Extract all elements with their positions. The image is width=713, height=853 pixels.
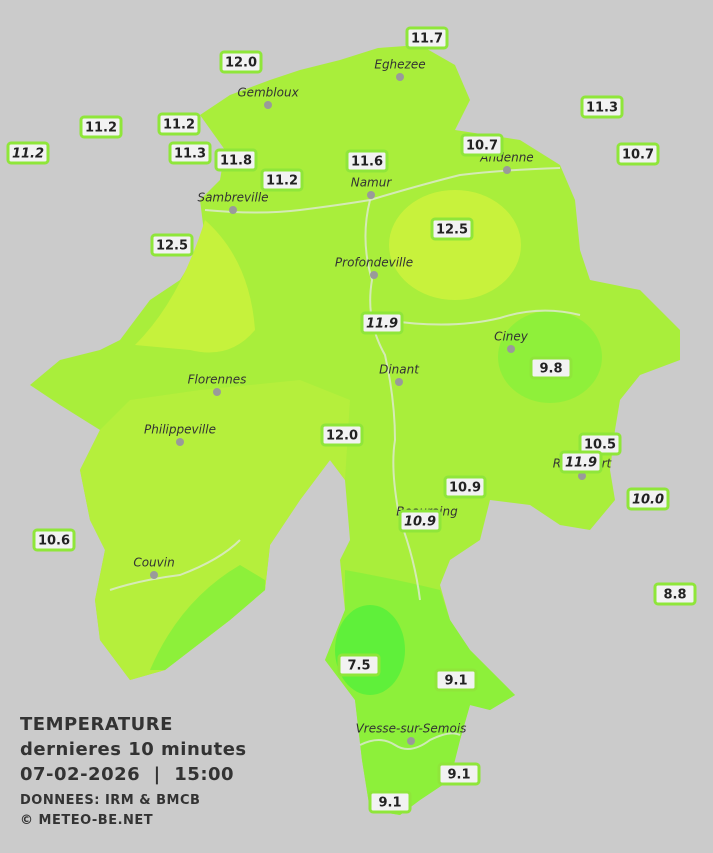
station-value: 11.2 — [163, 118, 195, 133]
station-box — [360, 311, 404, 335]
title-line: dernieres 10 minutes — [20, 739, 247, 760]
station-value: 11.2 — [266, 174, 298, 189]
station-value: 12.5 — [436, 223, 468, 238]
station-value: 12.5 — [156, 239, 188, 254]
station-box — [616, 142, 660, 166]
station-value: 7.5 — [347, 659, 370, 674]
city-dot — [503, 166, 511, 174]
zone-southwest — [150, 565, 265, 670]
station-value: 9.1 — [447, 768, 470, 783]
station-value: 11.8 — [220, 154, 252, 169]
station-value: 12.0 — [225, 56, 257, 71]
river — [204, 167, 561, 214]
river — [384, 309, 581, 326]
station-box — [529, 356, 573, 380]
city-dot — [507, 345, 515, 353]
station-box — [219, 50, 263, 74]
city-label: Profondeville — [335, 256, 413, 270]
city-label: Sambreville — [197, 191, 268, 205]
city-label: Vresse-sur-Semois — [356, 722, 467, 736]
city-label: Gembloux — [237, 86, 299, 100]
station-value: 11.3 — [174, 147, 206, 162]
station-box — [6, 141, 50, 165]
station-value: 10.9 — [404, 515, 436, 530]
zone-warm-west — [135, 220, 255, 353]
station-box — [580, 95, 624, 119]
station-box — [405, 26, 449, 50]
credit-line: DONNEES: IRM & BMCB — [20, 793, 200, 808]
zone-warm-east — [389, 190, 521, 300]
station-value: 10.7 — [466, 139, 498, 154]
city-dot — [229, 206, 237, 214]
city-dot — [150, 571, 158, 579]
city-label: Couvin — [133, 556, 174, 570]
station-value: 11.3 — [586, 101, 618, 116]
station-value: 11.9 — [366, 317, 398, 332]
station-box — [79, 115, 123, 139]
credit-line: © METEO-BE.NET — [20, 813, 153, 828]
stations: 11.7 12.0 11.2 11.2 11.3 11.2 11.3 11.8 11.6 10.7… — [6, 26, 697, 814]
station-box — [460, 133, 504, 157]
station-box — [437, 762, 481, 786]
station-value: 11.6 — [351, 155, 383, 170]
station-box — [559, 450, 603, 474]
station-box — [653, 582, 697, 606]
station-box — [320, 423, 364, 447]
zone-west — [80, 380, 350, 680]
station-value: 9.1 — [444, 674, 467, 689]
city-label: Eghezee — [374, 58, 425, 72]
city-dot — [213, 388, 221, 396]
city-label: Philippeville — [144, 423, 216, 437]
station-box — [398, 509, 442, 533]
city-dot — [264, 101, 272, 109]
city-dot — [396, 73, 404, 81]
station-value: 8.8 — [663, 588, 686, 603]
station-value: 9.1 — [378, 796, 401, 811]
station-value: 10.7 — [622, 148, 654, 163]
station-box — [214, 148, 258, 172]
station-value: 11.2 — [85, 121, 117, 136]
station-box — [368, 790, 412, 814]
river — [109, 539, 241, 591]
station-box — [434, 668, 478, 692]
title-line: 07-02-2026 | 15:00 — [20, 764, 234, 785]
station-value: 11.7 — [411, 32, 443, 47]
city-dot — [370, 271, 378, 279]
zone-cold — [335, 605, 405, 695]
station-box — [345, 149, 389, 173]
station-value: 10.0 — [632, 493, 664, 508]
city-dot — [407, 737, 415, 745]
station-box — [168, 141, 212, 165]
title-line: TEMPERATURE — [20, 714, 173, 735]
city-dot — [395, 378, 403, 386]
station-box — [150, 233, 194, 257]
city-label: Florennes — [188, 373, 247, 387]
station-box — [626, 487, 670, 511]
station-box — [337, 653, 381, 677]
title-block: TEMPERATURE dernieres 10 minutes 07-02-2… — [20, 714, 247, 828]
city-dot — [578, 472, 586, 480]
city-label: Namur — [351, 176, 393, 190]
station-value: 10.9 — [449, 481, 481, 496]
station-value: 10.6 — [38, 534, 70, 549]
station-value: 11.2 — [12, 147, 44, 162]
station-value: 12.0 — [326, 429, 358, 444]
station-value: 9.8 — [539, 362, 562, 377]
station-box — [157, 112, 201, 136]
station-box — [430, 217, 474, 241]
city-dot — [176, 438, 184, 446]
station-box — [443, 475, 487, 499]
station-value: 11.9 — [565, 456, 597, 471]
river — [359, 732, 461, 750]
city-label: Dinant — [379, 363, 420, 377]
city-label: Ciney — [494, 330, 529, 344]
station-value: 10.5 — [584, 438, 616, 453]
station-box — [32, 528, 76, 552]
station-box — [260, 168, 304, 192]
city-dot — [367, 191, 375, 199]
